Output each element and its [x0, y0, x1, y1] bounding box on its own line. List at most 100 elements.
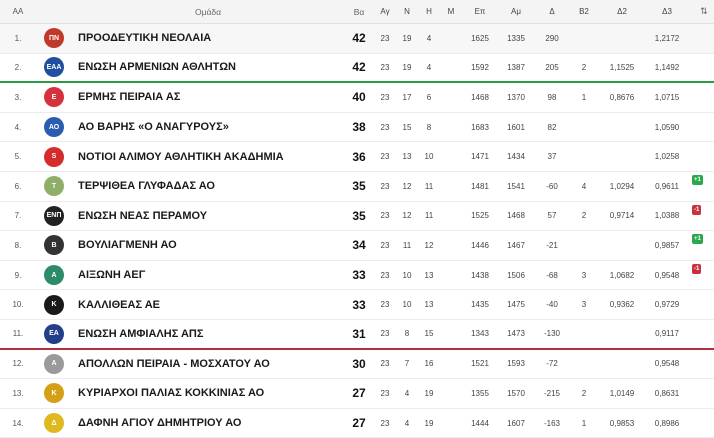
team-logo: ΕΑ — [36, 323, 72, 344]
diff-cell: 82 — [547, 122, 557, 132]
losses-cell: 19 — [424, 418, 434, 428]
table-row[interactable]: 12. Α ΑΠΟΛΛΩΝ ΠΕΙΡΑΙΑ - ΜΟΣΧΑΤΟΥ ΑΟ 30 23 7 16… — [0, 350, 714, 380]
b2-cell: 3 — [581, 270, 587, 280]
table-row[interactable]: 10. Κ ΚΑΛΛΙΘΕΑΣ ΑΕ 33 23 10 13 1435 1475 -40 3 0,93… — [0, 290, 714, 320]
games-cell: 23 — [380, 62, 390, 72]
header-d3[interactable]: Δ3 — [662, 7, 672, 16]
header-d2[interactable]: Δ2 — [617, 7, 627, 16]
diff-cell: 37 — [547, 152, 557, 162]
b2-cell: 3 — [581, 300, 587, 310]
header-team[interactable]: Ομάδα — [194, 6, 222, 17]
table-row[interactable]: 7. ΕΝΠ ΕΝΩΣΗ ΝΕΑΣ ΠΕΡΑΜΟΥ 35 23 12 11 1525 1468 5… — [0, 202, 714, 232]
header-points[interactable]: Βα — [353, 6, 365, 17]
team-logo-icon: ΠΝ — [44, 28, 64, 49]
position-cell: 10. — [12, 300, 24, 310]
losses-cell: 10 — [424, 152, 434, 162]
header-games[interactable]: Αγ — [380, 7, 390, 16]
points-against-cell: 1541 — [507, 181, 525, 191]
table-row[interactable]: 8. Β ΒΟΥΛΙΑΓΜΕΝΗ ΑΟ 34 23 11 12 1446 1467 -21 0,98… — [0, 231, 714, 261]
header-losses[interactable]: Η — [426, 7, 432, 16]
header-points-for[interactable]: Επ — [474, 7, 486, 16]
movement-cell — [688, 409, 714, 438]
table-row[interactable]: 3. Ε ΕΡΜΗΣ ΠΕΙΡΑΙΑ ΑΣ 40 23 17 6 1468 1370 98 1 0,8… — [0, 83, 714, 113]
games-cell: 23 — [380, 418, 390, 428]
diff-cell: -60 — [546, 181, 558, 191]
points-for-cell: 1683 — [471, 122, 489, 132]
team-name[interactable]: ΕΝΩΣΗ ΑΜΦΙΑΛΗΣ ΑΠΣ — [78, 327, 204, 340]
team-name[interactable]: ΠΡΟΟΔΕΥΤΙΚΗ ΝΕΟΛΑΙΑ — [78, 32, 212, 45]
points-cell: 40 — [352, 90, 366, 105]
d3-cell: 1,2172 — [654, 33, 680, 43]
points-for-cell: 1625 — [471, 33, 489, 43]
points-against-cell: 1370 — [507, 92, 525, 102]
table-row[interactable]: 1. ΠΝ ΠΡΟΟΔΕΥΤΙΚΗ ΝΕΟΛΑΙΑ 42 23 19 4 1625 1335 29… — [0, 24, 714, 54]
b2-cell: 4 — [581, 181, 587, 191]
table-row[interactable]: 11. ΕΑ ΕΝΩΣΗ ΑΜΦΙΑΛΗΣ ΑΠΣ 31 23 8 15 1343 1473 -1… — [0, 320, 714, 350]
header-points-against[interactable]: Αμ — [511, 7, 521, 16]
points-against-cell: 1475 — [507, 300, 525, 310]
position-cell: 4. — [14, 122, 22, 132]
d2-cell: 0,9362 — [609, 300, 635, 310]
team-logo-icon: Κ — [44, 294, 64, 315]
team-name[interactable]: ΚΑΛΛΙΘΕΑΣ ΑΕ — [78, 298, 160, 311]
b2-cell: 1 — [581, 418, 587, 428]
diff-cell: 290 — [545, 33, 559, 43]
points-against-cell: 1468 — [507, 211, 525, 221]
team-name[interactable]: ΚΥΡΙΑΡΧΟΙ ΠΑΛΙΑΣ ΚΟΚΚΙΝΙΑΣ ΑΟ — [78, 387, 265, 400]
table-row[interactable]: 13. Κ ΚΥΡΙΑΡΧΟΙ ΠΑΛΙΑΣ ΚΟΚΚΙΝΙΑΣ ΑΟ 27 23 4 19… — [0, 379, 714, 409]
diff-cell: -215 — [543, 388, 560, 398]
team-name[interactable]: ΕΝΩΣΗ ΑΡΜΕΝΙΩΝ ΑΘΛΗΤΩΝ — [78, 61, 236, 74]
sort-icon[interactable]: ⇅ — [700, 6, 708, 16]
points-cell: 42 — [352, 60, 366, 75]
d3-cell: 0,9117 — [655, 329, 679, 339]
position-cell: 6. — [14, 181, 22, 191]
wins-cell: 12 — [402, 211, 412, 221]
team-logo-icon: Β — [44, 235, 64, 256]
points-against-cell: 1473 — [507, 329, 525, 339]
games-cell: 23 — [380, 388, 390, 398]
table-row[interactable]: 2. ΕΑΑ ΕΝΩΣΗ ΑΡΜΕΝΙΩΝ ΑΘΛΗΤΩΝ 42 23 19 4 1592 13… — [0, 54, 714, 84]
team-name[interactable]: ΔΑΦΝΗ ΑΓΙΟΥ ΔΗΜΗΤΡΙΟΥ ΑΟ — [78, 417, 242, 430]
header-position[interactable]: AA — [12, 7, 24, 16]
points-cell: 27 — [352, 386, 366, 401]
header-wins[interactable]: Ν — [404, 7, 410, 16]
points-cell: 38 — [352, 120, 366, 135]
team-logo: Κ — [36, 383, 72, 404]
header-m[interactable]: Μ — [447, 7, 455, 16]
points-for-cell: 1592 — [471, 62, 489, 72]
team-name[interactable]: ΕΝΩΣΗ ΝΕΑΣ ΠΕΡΑΜΟΥ — [78, 209, 208, 222]
header-diff[interactable]: Δ — [549, 7, 555, 16]
d3-cell: 0,8631 — [654, 388, 680, 398]
team-name[interactable]: ΑΙΞΩΝΗ ΑΕΓ — [78, 269, 146, 282]
table-row[interactable]: 14. Δ ΔΑΦΝΗ ΑΓΙΟΥ ΔΗΜΗΤΡΙΟΥ ΑΟ 27 23 4 19 1444 1… — [0, 409, 714, 438]
points-for-cell: 1438 — [471, 270, 489, 280]
team-logo: Ε — [36, 87, 72, 108]
table-row[interactable]: 4. ΑΟ ΑΟ ΒΑΡΗΣ «Ο ΑΝΑΓΥΡΟΥΣ» 38 23 15 8 1683 160… — [0, 113, 714, 143]
header-b2[interactable]: Β2 — [579, 7, 589, 16]
games-cell: 23 — [380, 33, 390, 43]
team-name[interactable]: ΑΠΟΛΛΩΝ ΠΕΙΡΑΙΑ - ΜΟΣΧΑΤΟΥ ΑΟ — [78, 357, 270, 370]
points-cell: 36 — [352, 149, 366, 164]
table-row[interactable]: 5. S ΝΟΤΙΟΙ ΑΛΙΜΟΥ ΑΘΛΗΤΙΚΗ ΑΚΑΔΗΜΙΑ 36 23 13… — [0, 142, 714, 172]
points-for-cell: 1446 — [471, 240, 489, 250]
team-logo: ΕΝΠ — [36, 205, 72, 226]
team-name[interactable]: ΤΕΡΨΙΘΕΑ ΓΛΥΦΑΔΑΣ ΑΟ — [78, 180, 215, 193]
diff-cell: -130 — [543, 329, 560, 339]
team-logo-icon: S — [44, 146, 64, 167]
team-name[interactable]: ΕΡΜΗΣ ΠΕΙΡΑΙΑ ΑΣ — [78, 91, 181, 104]
table-row[interactable]: 6. Τ ΤΕΡΨΙΘΕΑ ΓΛΥΦΑΔΑΣ ΑΟ 35 23 12 11 1481 1541 -… — [0, 172, 714, 202]
team-name[interactable]: ΝΟΤΙΟΙ ΑΛΙΜΟΥ ΑΘΛΗΤΙΚΗ ΑΚΑΔΗΜΙΑ — [78, 150, 284, 163]
losses-cell: 11 — [424, 181, 434, 191]
position-cell: 2. — [14, 62, 22, 72]
d3-cell: 1,0590 — [654, 122, 680, 132]
header-sort[interactable]: ⇅ — [688, 0, 714, 23]
team-logo-icon: Τ — [44, 176, 64, 197]
d2-cell: 1,0682 — [609, 270, 635, 280]
team-name[interactable]: ΒΟΥΛΙΑΓΜΕΝΗ ΑΟ — [78, 239, 177, 252]
team-logo-icon: ΕΑ — [44, 323, 64, 344]
games-cell: 23 — [380, 152, 390, 162]
table-row[interactable]: 9. Α ΑΙΞΩΝΗ ΑΕΓ 33 23 10 13 1438 1506 -68 3 1,0682 0… — [0, 261, 714, 291]
team-logo: Τ — [36, 176, 72, 197]
team-name[interactable]: ΑΟ ΒΑΡΗΣ «Ο ΑΝΑΓΥΡΟΥΣ» — [78, 121, 229, 134]
b2-cell: 2 — [581, 211, 587, 221]
